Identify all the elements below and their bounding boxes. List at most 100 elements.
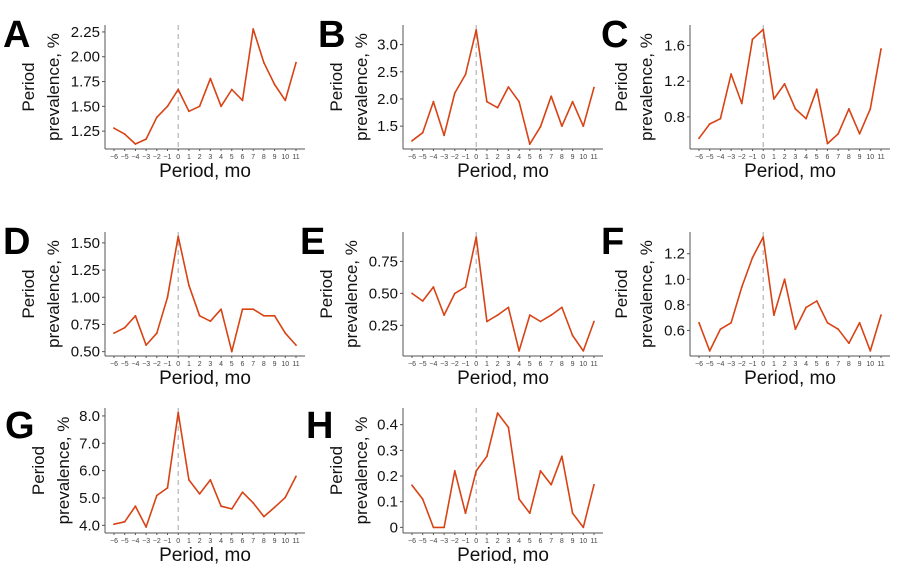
series-line xyxy=(113,28,297,145)
data-point xyxy=(858,321,861,324)
y-tick-label: 1.2 xyxy=(664,73,685,90)
x-tick-label: 5 xyxy=(528,154,532,161)
data-point xyxy=(262,515,265,518)
data-point xyxy=(550,95,553,98)
x-tick-label: 8 xyxy=(262,538,266,545)
x-tick-label: −2 xyxy=(738,154,746,161)
x-tick-label: 0 xyxy=(176,154,180,161)
data-point xyxy=(773,98,775,100)
series-line xyxy=(113,235,297,353)
series-line xyxy=(411,29,595,145)
data-point xyxy=(443,314,446,316)
data-point xyxy=(837,328,840,331)
panel-h: H00.10.20.30.4−6 −5 −4 −3 −2 −1 0 1 2 3 4 5 6 7 8 9 10 11… xyxy=(306,405,603,566)
x-axis-title: Period, mo xyxy=(159,545,251,566)
x-tick-label: 1 xyxy=(485,538,489,545)
data-point xyxy=(475,469,478,472)
data-point xyxy=(421,131,424,134)
data-point xyxy=(166,105,169,108)
x-tick-label: 1 xyxy=(187,361,191,368)
x-tick-label: 7 xyxy=(549,154,553,161)
data-point xyxy=(134,505,137,508)
x-tick-label: −4 xyxy=(716,154,724,161)
x-tick-label: 11 xyxy=(877,154,884,161)
y-axis-title: Period xyxy=(327,446,346,495)
data-point xyxy=(443,526,446,529)
data-point xyxy=(762,28,765,31)
data-point xyxy=(453,469,456,472)
x-tick-label: 10 xyxy=(866,154,874,161)
x-tick-label: 6 xyxy=(241,538,245,545)
data-point xyxy=(507,86,510,88)
panel-label: B xyxy=(318,14,345,56)
x-tick-label: −6 xyxy=(408,538,416,545)
x-tick-label: 6 xyxy=(539,538,543,545)
data-point xyxy=(805,117,807,120)
data-point xyxy=(794,328,797,331)
x-tick-label: −2 xyxy=(451,154,459,161)
y-tick-label: 0.6 xyxy=(664,322,685,339)
x-tick-label: 3 xyxy=(208,538,212,545)
x-tick-label: 2 xyxy=(198,154,202,161)
data-point xyxy=(177,235,180,238)
data-point xyxy=(155,332,158,335)
data-point xyxy=(550,314,553,316)
data-point xyxy=(730,321,733,324)
y-tick-label: 1.25 xyxy=(71,262,100,279)
y-tick-label: 1.75 xyxy=(71,74,100,91)
x-tick-label: 5 xyxy=(230,154,234,161)
data-point xyxy=(284,99,287,102)
x-tick-label: 1 xyxy=(187,154,191,161)
x-tick-label: −2 xyxy=(153,538,161,545)
x-tick-label: −5 xyxy=(121,361,129,368)
data-point xyxy=(230,350,233,353)
x-tick-label: 2 xyxy=(783,361,787,368)
x-tick-label: 9 xyxy=(571,538,575,545)
x-tick-label: 3 xyxy=(208,361,212,368)
x-tick-label: 6 xyxy=(826,361,830,368)
x-tick-label: 0 xyxy=(176,361,180,368)
x-tick-label: 8 xyxy=(560,538,564,545)
y-tick-label: 6.0 xyxy=(79,463,100,480)
x-tick-label: −3 xyxy=(142,538,150,545)
x-tick-label: −4 xyxy=(131,361,139,368)
data-point xyxy=(496,314,499,316)
data-point xyxy=(496,412,499,415)
x-tick-label: 10 xyxy=(579,361,587,368)
data-point xyxy=(794,107,797,110)
panel-f: F 0.6 0.8 1.0 1.2 −6 −5 −4 −3 −2 −1 0 1 2 3 4 5 6 7 8 9 10 11 P… xyxy=(601,221,890,389)
y-tick-label: 1.2 xyxy=(664,246,685,263)
x-tick-label: 6 xyxy=(241,154,245,161)
data-point xyxy=(539,320,542,323)
x-tick-label: 2 xyxy=(198,538,202,545)
data-point xyxy=(177,88,180,91)
data-point xyxy=(209,320,212,323)
x-tick-label: 4 xyxy=(219,154,223,161)
x-tick-label: −1 xyxy=(164,154,172,161)
x-axis-title: Period, mo xyxy=(457,545,549,566)
x-tick-label: −3 xyxy=(440,538,448,545)
data-point xyxy=(155,494,158,497)
x-tick-label: −4 xyxy=(429,361,437,368)
x-tick-label: 11 xyxy=(590,154,597,161)
x-tick-label: 4 xyxy=(804,154,808,161)
y-tick-label: 1.50 xyxy=(71,235,100,252)
x-tick-label: 2 xyxy=(496,361,500,368)
y-tick-label: 0.50 xyxy=(71,344,100,361)
data-point xyxy=(241,99,244,102)
data-point xyxy=(411,484,413,487)
x-tick-label: −5 xyxy=(706,361,714,368)
x-tick-label: 11 xyxy=(292,361,299,368)
data-point xyxy=(198,492,201,495)
data-point xyxy=(284,496,287,499)
x-tick-label: −1 xyxy=(462,538,470,545)
data-point xyxy=(123,520,126,523)
x-tick-label: 7 xyxy=(836,361,840,368)
y-tick-label: 0.75 xyxy=(71,316,100,333)
data-point xyxy=(134,143,137,145)
x-tick-label: 7 xyxy=(251,154,255,161)
y-axis-title: prevalence, % xyxy=(637,33,656,141)
x-tick-label: −6 xyxy=(110,538,118,545)
y-axis-title: prevalence, % xyxy=(44,33,63,141)
